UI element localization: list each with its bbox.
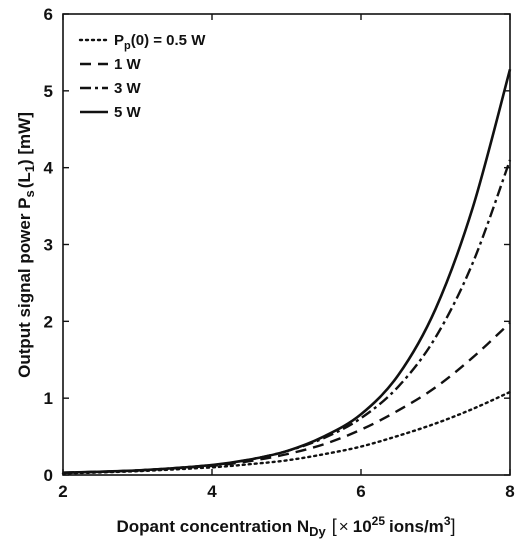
x-axis-label: Dopant concentration NDy[× 1025 ions/m3] [116, 514, 455, 539]
series-line-2 [62, 159, 512, 474]
y-tick-label: 4 [44, 159, 54, 178]
legend-label-3: 5 W [114, 104, 142, 121]
y-tick-label: 5 [44, 82, 53, 101]
series-layer [61, 68, 512, 475]
y-tick-label: 6 [44, 5, 53, 24]
series-line-0 [61, 390, 512, 475]
axis-ticks: 2 4 6 8 0 1 2 3 4 5 6 [44, 5, 515, 501]
x-tick-label: 4 [207, 482, 217, 501]
y-tick-label: 2 [44, 312, 53, 331]
legend-label-1: 1 W [114, 56, 142, 73]
y-tick-label: 0 [44, 466, 53, 485]
legend-label-0: Pp(0) = 0.5 W [114, 32, 206, 52]
x-tick-label: 6 [356, 482, 365, 501]
y-tick-label: 3 [44, 236, 53, 255]
series-line-3 [62, 68, 512, 474]
y-axis-label: Output signal power Ps(L1) [mW] [15, 112, 37, 378]
x-tick-label: 2 [58, 482, 67, 501]
legend-label-2: 3 W [114, 80, 142, 97]
legend: Pp(0) = 0.5 W 1 W 3 W 5 W [78, 32, 206, 121]
y-tick-label: 1 [44, 389, 53, 408]
x-tick-label: 8 [505, 482, 514, 501]
